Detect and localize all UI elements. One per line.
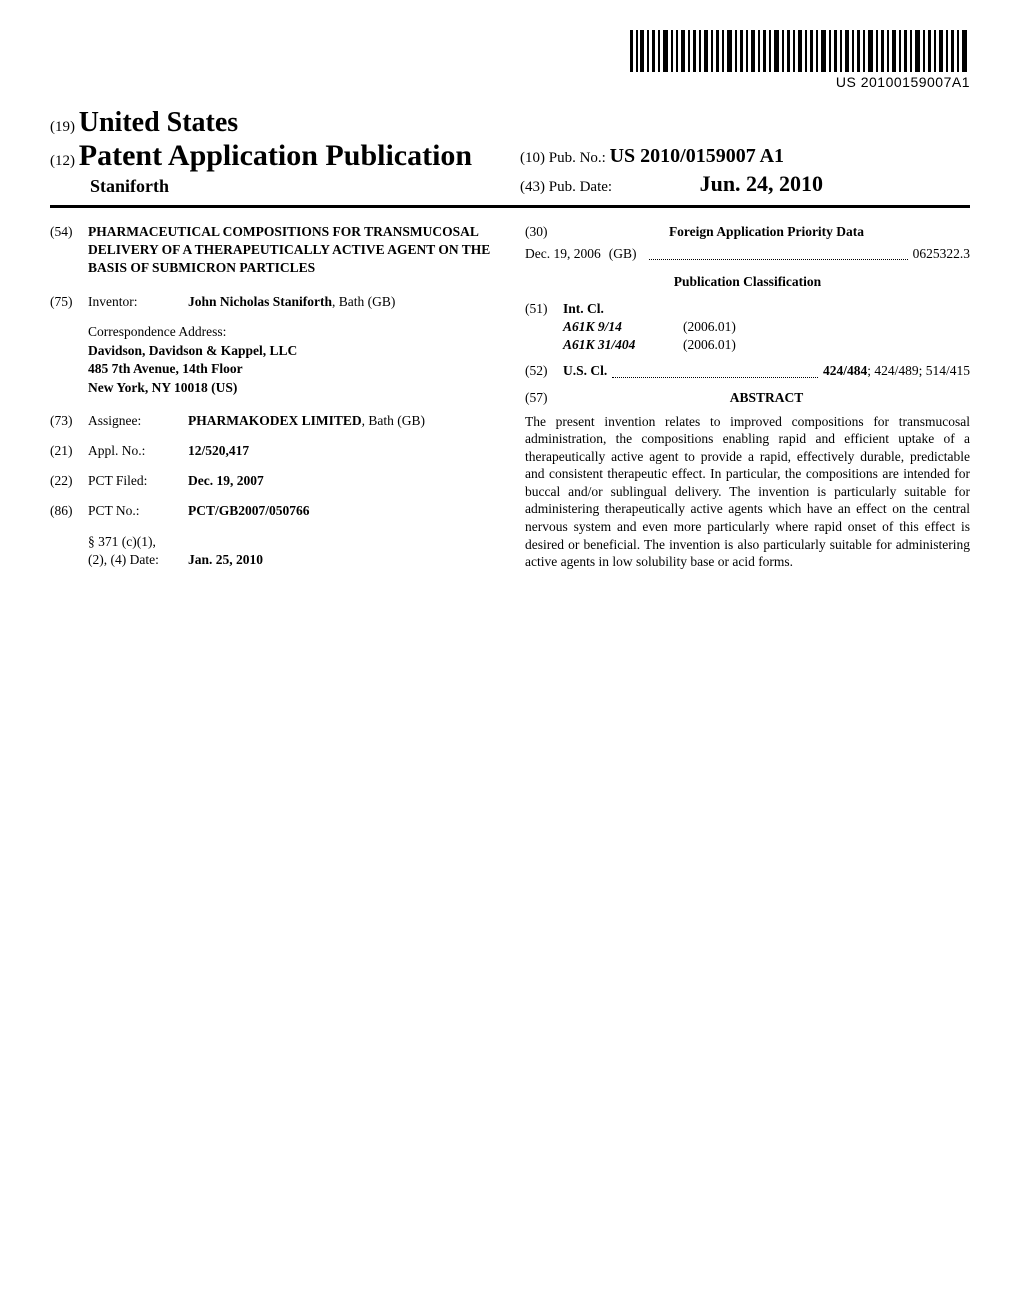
pub-date: Jun. 24, 2010: [700, 171, 823, 196]
pub-type-line: (12) Patent Application Publication: [50, 139, 500, 173]
foreign-country: (GB): [609, 245, 637, 263]
abstract-label: ABSTRACT: [563, 389, 970, 407]
us-cl-line: (52) U.S. Cl. 424/484; 424/489; 514/415: [525, 362, 970, 380]
foreign-date: Dec. 19, 2006: [525, 245, 601, 263]
pct-filed-code: (22): [50, 472, 88, 490]
appl-code: (21): [50, 442, 88, 460]
country-line: (19) United States: [50, 107, 500, 139]
inventor-value: John Nicholas Staniforth, Bath (GB): [188, 293, 495, 311]
pct-filed-label: PCT Filed:: [88, 472, 188, 490]
assignee-label: Assignee:: [88, 412, 188, 430]
correspondence-block: Correspondence Address: Davidson, Davids…: [88, 323, 495, 397]
pub-date-code: (43): [520, 179, 545, 195]
pub-class-heading: Publication Classification: [525, 273, 970, 291]
right-column: (30) Foreign Application Priority Data D…: [525, 223, 970, 581]
correspondence-label: Correspondence Address:: [88, 323, 495, 341]
patent-title: PHARMACEUTICAL COMPOSITIONS FOR TRANSMUC…: [88, 223, 495, 278]
title-code: (54): [50, 223, 88, 278]
left-column: (54) PHARMACEUTICAL COMPOSITIONS FOR TRA…: [50, 223, 495, 581]
foreign-num: 0625322.3: [913, 245, 970, 263]
s371-label: § 371 (c)(1),: [88, 533, 495, 551]
int-cl-code: (51): [525, 300, 563, 355]
assignee-field: (73) Assignee: PHARMAKODEX LIMITED, Bath…: [50, 412, 495, 430]
pub-no: US 2010/0159007 A1: [610, 145, 784, 167]
pct-no-label: PCT No.:: [88, 502, 188, 520]
foreign-code: (30): [525, 223, 563, 241]
header-right: (10) Pub. No.: US 2010/0159007 A1 (43) P…: [500, 145, 970, 197]
pct-no: PCT/GB2007/050766: [188, 502, 495, 520]
pct-no-code: (86): [50, 502, 88, 520]
pub-type: Patent Application Publication: [79, 139, 472, 172]
s371-date: Jan. 25, 2010: [188, 551, 263, 569]
correspondence-addr1: 485 7th Avenue, 14th Floor: [88, 360, 495, 378]
inventor-code: (75): [50, 293, 88, 311]
appl-label: Appl. No.:: [88, 442, 188, 460]
foreign-priority-field: (30) Foreign Application Priority Data: [525, 223, 970, 241]
int-cl-label: Int. Cl.: [563, 300, 736, 318]
int-cl-block: (51) Int. Cl. A61K 9/14 (2006.01) A61K 3…: [525, 300, 970, 355]
pub-type-code: (12): [50, 153, 75, 169]
int-cl-line-2: A61K 31/404 (2006.01): [563, 336, 736, 354]
content-columns: (54) PHARMACEUTICAL COMPOSITIONS FOR TRA…: [50, 223, 970, 581]
foreign-dots: [649, 245, 907, 260]
pct-no-field: (86) PCT No.: PCT/GB2007/050766: [50, 502, 495, 520]
title-block: (54) PHARMACEUTICAL COMPOSITIONS FOR TRA…: [50, 223, 495, 278]
us-cl-rest: ; 424/489; 514/415: [867, 362, 970, 380]
us-cl-code: (52): [525, 362, 563, 380]
us-cl-bold: 424/484: [823, 362, 867, 380]
appl-no: 12/520,417: [188, 442, 495, 460]
correspondence-addr2: New York, NY 10018 (US): [88, 379, 495, 397]
abstract-code: (57): [525, 389, 563, 407]
divider-rule: [50, 205, 970, 208]
inventor-name: John Nicholas Staniforth: [188, 294, 332, 309]
pub-no-label: Pub. No.:: [549, 150, 606, 166]
int-cl-2-sym: A61K 31/404: [563, 336, 683, 354]
foreign-heading: Foreign Application Priority Data: [563, 223, 970, 241]
pct-filed-field: (22) PCT Filed: Dec. 19, 2007: [50, 472, 495, 490]
pub-date-label: Pub. Date:: [549, 179, 612, 195]
int-cl-1-sym: A61K 9/14: [563, 318, 683, 336]
correspondence-firm: Davidson, Davidson & Kappel, LLC: [88, 342, 495, 360]
barcode-section: US 20100159007A1: [50, 30, 970, 92]
barcode: US 20100159007A1: [630, 30, 970, 90]
header-left: (19) United States (12) Patent Applicati…: [50, 107, 500, 197]
pub-no-line: (10) Pub. No.: US 2010/0159007 A1: [520, 145, 970, 168]
assignee-code: (73): [50, 412, 88, 430]
pub-date-line: (43) Pub. Date: Jun. 24, 2010: [520, 171, 970, 197]
us-cl-label: U.S. Cl.: [563, 362, 607, 380]
country-code: (19): [50, 119, 75, 135]
pct-filed: Dec. 19, 2007: [188, 472, 495, 490]
inventor-loc: , Bath (GB): [332, 294, 395, 309]
inventor-label: Inventor:: [88, 293, 188, 311]
s371-date-row: (2), (4) Date: Jan. 25, 2010: [88, 551, 495, 569]
s371-block: § 371 (c)(1), (2), (4) Date: Jan. 25, 20…: [88, 533, 495, 569]
priority-row: Dec. 19, 2006 (GB) 0625322.3: [525, 245, 970, 263]
appl-no-field: (21) Appl. No.: 12/520,417: [50, 442, 495, 460]
int-cl-2-ver: (2006.01): [683, 336, 736, 354]
country-name: United States: [79, 107, 238, 138]
assignee-value: PHARMAKODEX LIMITED, Bath (GB): [188, 412, 495, 430]
s371-date-label: (2), (4) Date:: [88, 551, 188, 569]
abstract-heading: (57) ABSTRACT: [525, 389, 970, 407]
assignee-loc: , Bath (GB): [362, 413, 425, 428]
int-cl-1-ver: (2006.01): [683, 318, 736, 336]
inventor-field: (75) Inventor: John Nicholas Staniforth,…: [50, 293, 495, 311]
assignee-name: PHARMAKODEX LIMITED: [188, 413, 362, 428]
int-cl-codes: Int. Cl. A61K 9/14 (2006.01) A61K 31/404…: [563, 300, 736, 355]
us-cl-dots: [612, 362, 818, 377]
header-row: (19) United States (12) Patent Applicati…: [50, 107, 970, 197]
abstract-text: The present invention relates to improve…: [525, 413, 970, 571]
int-cl-line-1: A61K 9/14 (2006.01): [563, 318, 736, 336]
author-line: Staniforth: [50, 176, 500, 197]
pub-no-code: (10): [520, 150, 545, 166]
barcode-text: US 20100159007A1: [630, 74, 970, 90]
